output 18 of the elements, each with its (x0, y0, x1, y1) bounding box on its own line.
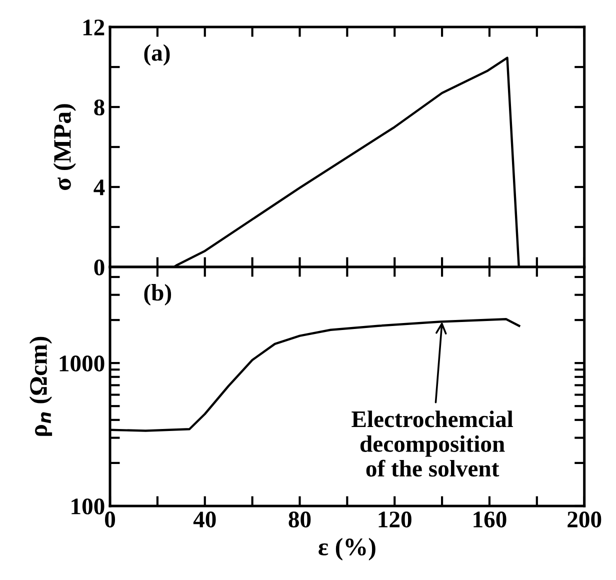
y-tick-label: 4 (94, 180, 105, 196)
x-tick-label: 80 (288, 512, 311, 528)
y-tick-label: 0 (94, 259, 104, 276)
x-tick-label: 0 (105, 512, 116, 528)
x-axis-title: ε (%) (318, 538, 376, 560)
x-tick-label: 200 (568, 512, 602, 528)
y-axis-title: σ (MPa) (53, 104, 76, 190)
x-tick-label: 120 (378, 512, 412, 528)
y-tick-label: 100 (72, 498, 104, 514)
annotation: (a) (144, 44, 170, 66)
x-tick-label: 40 (193, 512, 216, 528)
x-tick-label: 160 (474, 512, 506, 528)
y-tick-label: 12 (83, 20, 104, 36)
y-tick-label: 8 (94, 100, 104, 116)
y-tick-label: 1000 (60, 356, 104, 372)
y-axis-title: ρ$_{n}$ (Ωcm) (29, 336, 52, 436)
annotation: (b) (144, 284, 172, 306)
annotation: Electrochemcial decomposition of the solvent (352, 410, 513, 477)
